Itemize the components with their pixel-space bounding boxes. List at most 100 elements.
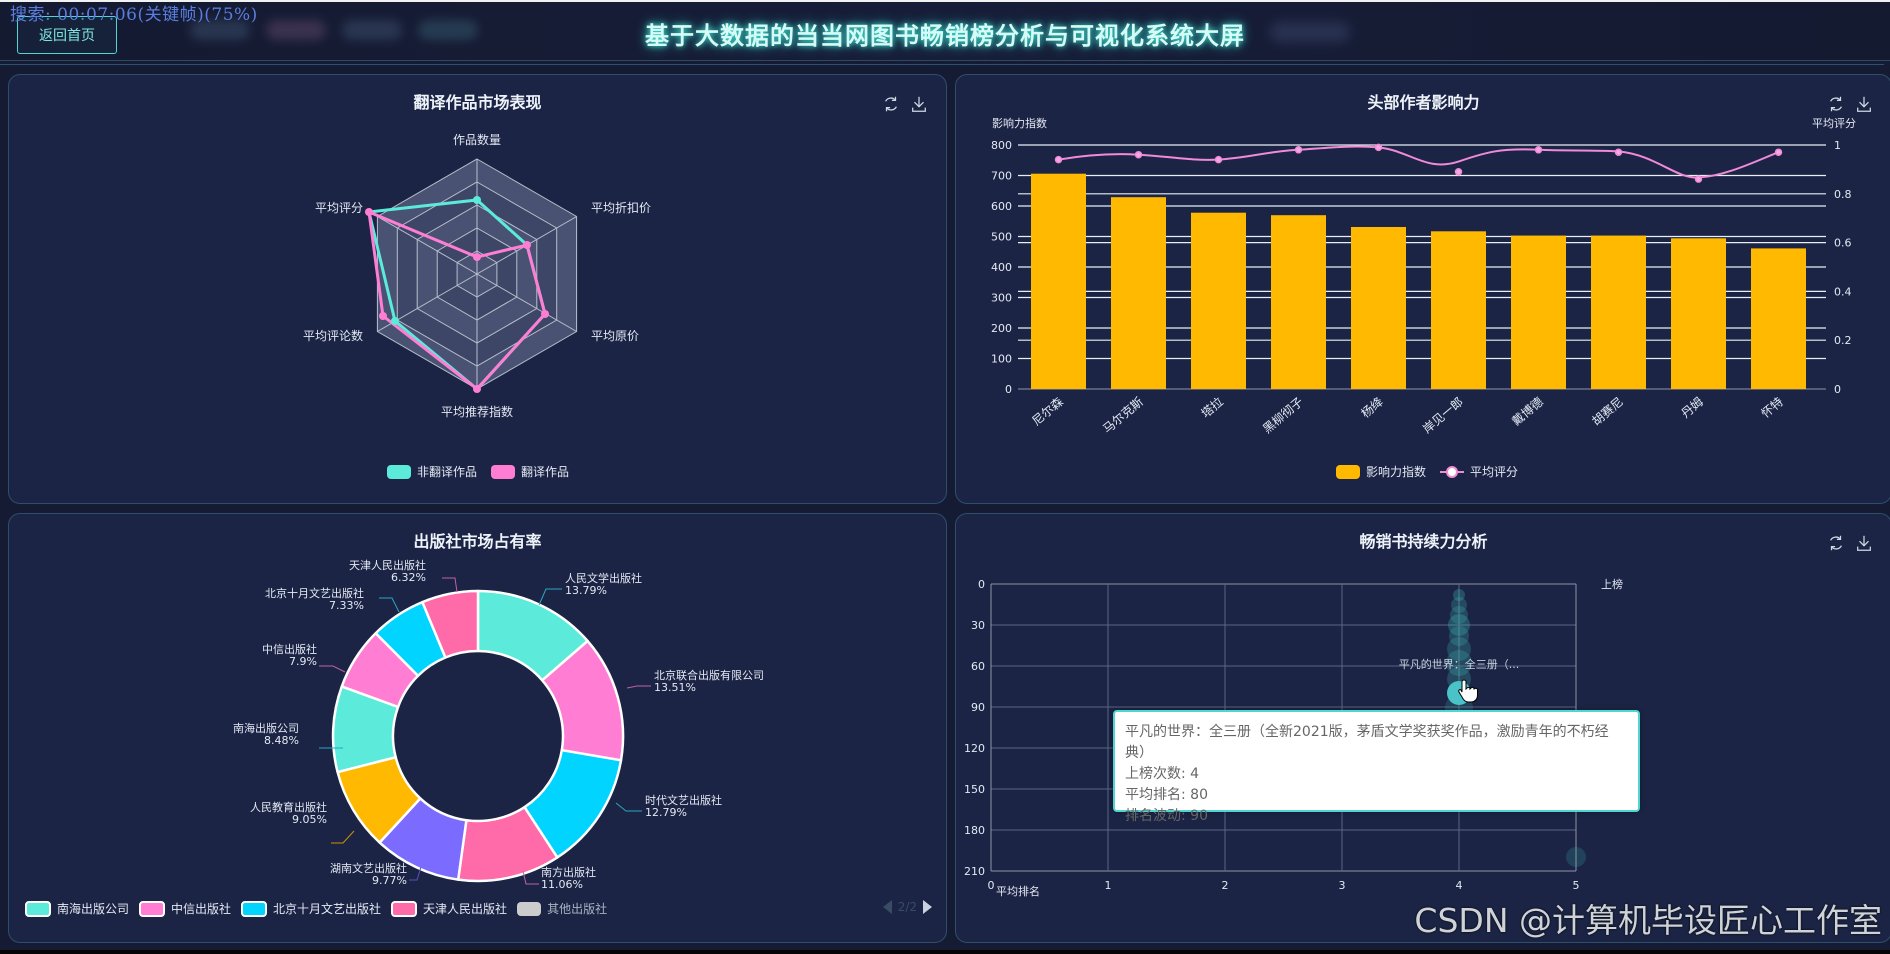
legend-item-citic[interactable]: 中信出版社 [139,900,231,917]
svg-text:影响力指数: 影响力指数 [992,116,1047,130]
legend-item-bj-october[interactable]: 北京十月文艺出版社 [241,900,381,917]
download-icon[interactable] [1855,95,1873,113]
svg-text:1: 1 [1834,139,1841,152]
svg-text:平凡的世界：全三册（...: 平凡的世界：全三册（... [1399,657,1520,671]
download-icon[interactable] [910,95,928,113]
legend-swatch [491,464,516,479]
svg-text:北京十月文艺出版社: 北京十月文艺出版社 [265,586,364,600]
prev-page-icon[interactable] [882,900,892,914]
svg-text:岸见一郎: 岸见一郎 [1420,395,1466,437]
refresh-icon[interactable] [882,95,900,113]
refresh-icon[interactable] [1827,534,1845,552]
legend-item-others[interactable]: 其他出版社 [517,900,607,917]
chart-toolbox [1827,95,1873,113]
legend-swatch [391,900,418,917]
blurred-header-item [1270,22,1350,42]
svg-text:0.4: 0.4 [1834,285,1852,298]
svg-text:90: 90 [971,701,985,714]
chart-toolbox [882,95,928,113]
back-home-button[interactable]: 返回首页 [17,16,117,54]
video-search-overlay: 搜索: 00:07:06(关键帧)(75%) [10,5,258,25]
svg-text:7.33%: 7.33% [329,599,364,612]
bottom-bar [0,950,1890,954]
legend-swatch [25,900,51,917]
svg-text:南海出版公司: 南海出版公司 [233,721,299,735]
svg-text:2: 2 [1222,879,1229,892]
svg-text:800: 800 [991,139,1012,152]
svg-text:500: 500 [991,231,1012,244]
svg-text:平均评分: 平均评分 [315,201,363,215]
svg-text:作品数量: 作品数量 [453,132,501,147]
panel-title: 翻译作品市场表现 [413,93,542,112]
top-border [0,0,1890,2]
svg-text:黑柳彻子: 黑柳彻子 [1260,395,1306,437]
chart-tooltip: 平凡的世界：全三册（全新2021版，茅盾文学奖获奖作品，激励青年的不朽经典） 上… [1113,710,1640,824]
svg-text:杨绛: 杨绛 [1358,394,1386,421]
svg-text:12.79%: 12.79% [645,806,687,819]
svg-text:180: 180 [964,824,985,837]
legend-item-translated[interactable]: 翻译作品 [491,463,569,480]
svg-text:湖南文艺出版社: 湖南文艺出版社 [330,861,407,875]
svg-text:尼尔森: 尼尔森 [1029,394,1066,429]
svg-text:时代文艺出版社: 时代文艺出版社 [645,793,722,807]
publisher-legend: 南海出版公司 中信出版社 北京十月文艺出版社 天津人民出版社 其他出版社 [25,900,607,917]
svg-text:200: 200 [991,322,1012,335]
svg-text:9.77%: 9.77% [372,874,407,887]
next-page-icon[interactable] [923,900,932,914]
svg-text:9.05%: 9.05% [292,813,327,826]
svg-text:400: 400 [991,261,1012,274]
svg-text:怀特: 怀特 [1758,394,1786,421]
panel-author-influence: 头部作者影响力 影响力指数 平均评分 800 700 600 500 400 300 2… [955,74,1890,504]
svg-text:平均原价: 平均原价 [591,329,639,343]
panel-title: 畅销书持续力分析 [1359,532,1488,551]
svg-text:13.79%: 13.79% [565,584,607,597]
chart-toolbox [1827,534,1873,552]
svg-text:6.32%: 6.32% [391,571,426,584]
author-bar-line-chart: 影响力指数 平均评分 800 700 600 500 400 300 200 100 0 1… [991,116,1856,437]
svg-text:1: 1 [1105,879,1112,892]
refresh-icon[interactable] [1827,95,1845,113]
legend-swatch [387,464,411,479]
svg-text:210: 210 [964,865,985,878]
svg-text:平均推荐指数: 平均推荐指数 [441,404,513,419]
csdn-watermark: CSDN @计算机毕设匠心工作室 [1414,901,1882,940]
legend-swatch [517,901,542,916]
svg-text:0: 0 [988,879,995,892]
svg-text:8.48%: 8.48% [264,734,299,747]
hand-cursor-icon [1458,679,1478,703]
svg-text:60: 60 [971,660,985,673]
legend-item-nanhai[interactable]: 南海出版公司 [25,900,129,917]
legend-item-influence[interactable]: 影响力指数 [1336,463,1426,480]
blurred-nav-tabs [190,20,478,40]
svg-text:南方出版社: 南方出版社 [541,865,596,879]
svg-text:150: 150 [964,783,985,796]
panel-translation-radar: 翻译作品市场表现 作品数量 平均折 [8,74,947,504]
svg-text:马尔克斯: 马尔克斯 [1100,394,1146,436]
svg-text:0: 0 [1005,383,1012,396]
legend-item-avg-rating[interactable]: 平均评分 [1440,463,1518,480]
svg-text:11.06%: 11.06% [541,878,583,891]
svg-text:5: 5 [1573,879,1580,892]
svg-text:600: 600 [991,200,1012,213]
panel-title: 头部作者影响力 [1367,93,1480,112]
svg-text:戴博德: 戴博德 [1509,394,1546,429]
svg-text:胡赛尼: 胡赛尼 [1589,394,1626,429]
legend-swatch [139,900,166,917]
legend-swatch [241,900,268,917]
legend-item-tianjin[interactable]: 天津人民出版社 [391,900,507,917]
svg-text:13.51%: 13.51% [654,681,696,694]
svg-text:0: 0 [1834,383,1841,396]
svg-text:0.6: 0.6 [1834,237,1852,250]
svg-text:30: 30 [971,619,985,632]
download-icon[interactable] [1855,534,1873,552]
svg-text:0: 0 [978,578,985,591]
author-legend: 影响力指数 平均评分 [1336,463,1518,480]
svg-text:300: 300 [991,292,1012,305]
radar-legend: 非翻译作品 翻译作品 [387,463,569,480]
page-title: 基于大数据的当当网图书畅销榜分析与可视化系统大屏 [645,22,1245,50]
svg-text:4: 4 [1456,879,1463,892]
svg-text:上榜: 上榜 [1601,577,1623,591]
legend-item-non-translated[interactable]: 非翻译作品 [387,463,477,480]
legend-pager: 2/2 [882,900,932,914]
